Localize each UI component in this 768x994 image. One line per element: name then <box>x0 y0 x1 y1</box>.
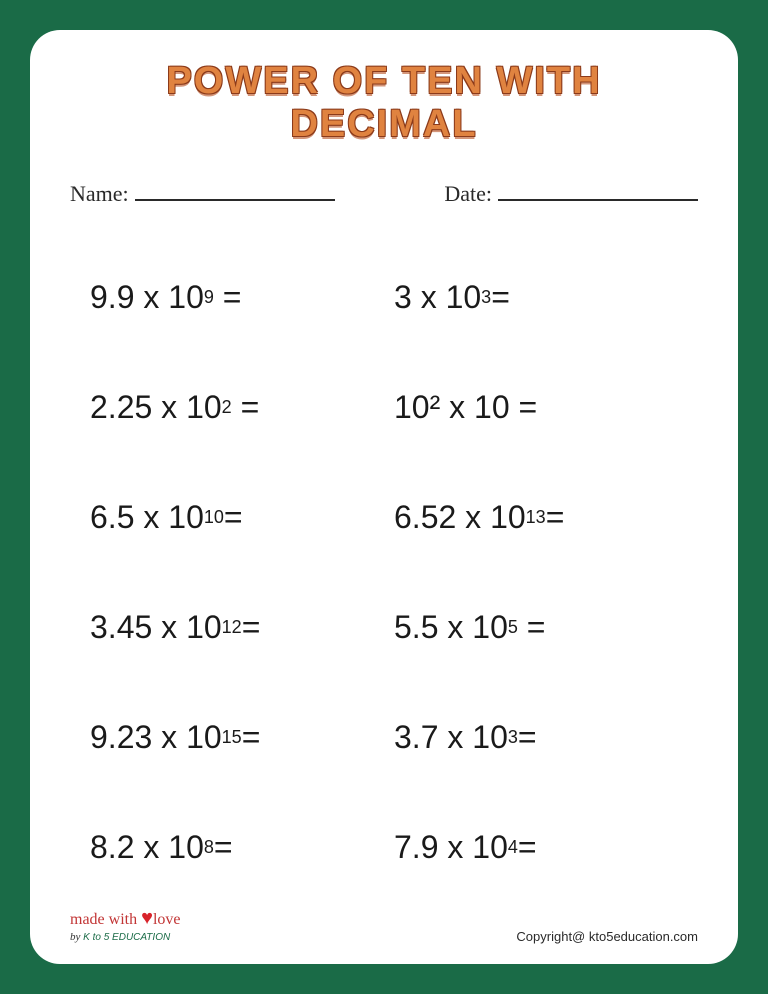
exponent: 2 <box>222 397 232 418</box>
problem-right-2: 10² x 10 = <box>394 357 678 457</box>
problem-left-4: 3.45 x 1012= <box>90 577 374 677</box>
problems-grid: 9.9 x 109 = 3 x 103= 2.25 x 102 = 10² x … <box>70 247 698 898</box>
brand-text: K to 5 EDUCATION <box>83 932 170 943</box>
page-title: POWER OF TEN WITH DECIMAL <box>70 60 698 146</box>
exponent: 12 <box>222 617 242 638</box>
coefficient: 8.2 <box>90 829 134 866</box>
coefficient: 9.9 <box>90 279 134 316</box>
exponent: 13 <box>526 507 546 528</box>
footer: made with ♥love by K to 5 EDUCATION Copy… <box>70 908 698 944</box>
date-line[interactable] <box>498 199 698 201</box>
coefficient: 6.5 <box>90 499 134 536</box>
copyright-text: Copyright@ kto5education.com <box>516 929 698 944</box>
name-label: Name: <box>70 181 129 207</box>
problem-left-1: 9.9 x 109 = <box>90 247 374 347</box>
exponent: 4 <box>508 837 518 858</box>
coefficient: 3.7 <box>394 719 438 756</box>
name-field: Name: <box>70 181 335 207</box>
coefficient: 3 <box>394 279 412 316</box>
exponent: 10 <box>204 507 224 528</box>
exponent: 5 <box>508 617 518 638</box>
coefficient: 6.52 <box>394 499 456 536</box>
problem-right-1: 3 x 103= <box>394 247 678 347</box>
coefficient: 2.25 <box>90 389 152 426</box>
exponent: 3 <box>481 287 491 308</box>
by-text: by K to 5 EDUCATION <box>70 931 170 943</box>
coefficient: 3.45 <box>90 609 152 646</box>
problem-right-5: 3.7 x 103= <box>394 688 678 788</box>
problem-left-6: 8.2 x 108= <box>90 798 374 898</box>
special-problem: 10² x 10 = <box>394 389 537 426</box>
made-with-badge: made with ♥love by K to 5 EDUCATION <box>70 908 181 944</box>
exponent: 15 <box>222 727 242 748</box>
date-field: Date: <box>444 181 698 207</box>
problem-left-3: 6.5 x 1010= <box>90 467 374 567</box>
problem-right-4: 5.5 x 105 = <box>394 577 678 677</box>
info-row: Name: Date: <box>70 181 698 207</box>
love-text: love <box>153 911 181 928</box>
exponent: 3 <box>508 727 518 748</box>
name-line[interactable] <box>135 199 335 201</box>
problem-left-5: 9.23 x 1015= <box>90 688 374 788</box>
coefficient: 9.23 <box>90 719 152 756</box>
coefficient: 7.9 <box>394 829 438 866</box>
heart-icon: ♥ <box>141 907 153 929</box>
exponent: 8 <box>204 837 214 858</box>
problem-right-6: 7.9 x 104= <box>394 798 678 898</box>
problem-left-2: 2.25 x 102 = <box>90 357 374 457</box>
worksheet-page: POWER OF TEN WITH DECIMAL Name: Date: 9.… <box>30 30 738 964</box>
made-with-text: made with <box>70 911 137 928</box>
date-label: Date: <box>444 181 492 207</box>
coefficient: 5.5 <box>394 609 438 646</box>
exponent: 9 <box>204 287 214 308</box>
problem-right-3: 6.52 x 1013= <box>394 467 678 567</box>
